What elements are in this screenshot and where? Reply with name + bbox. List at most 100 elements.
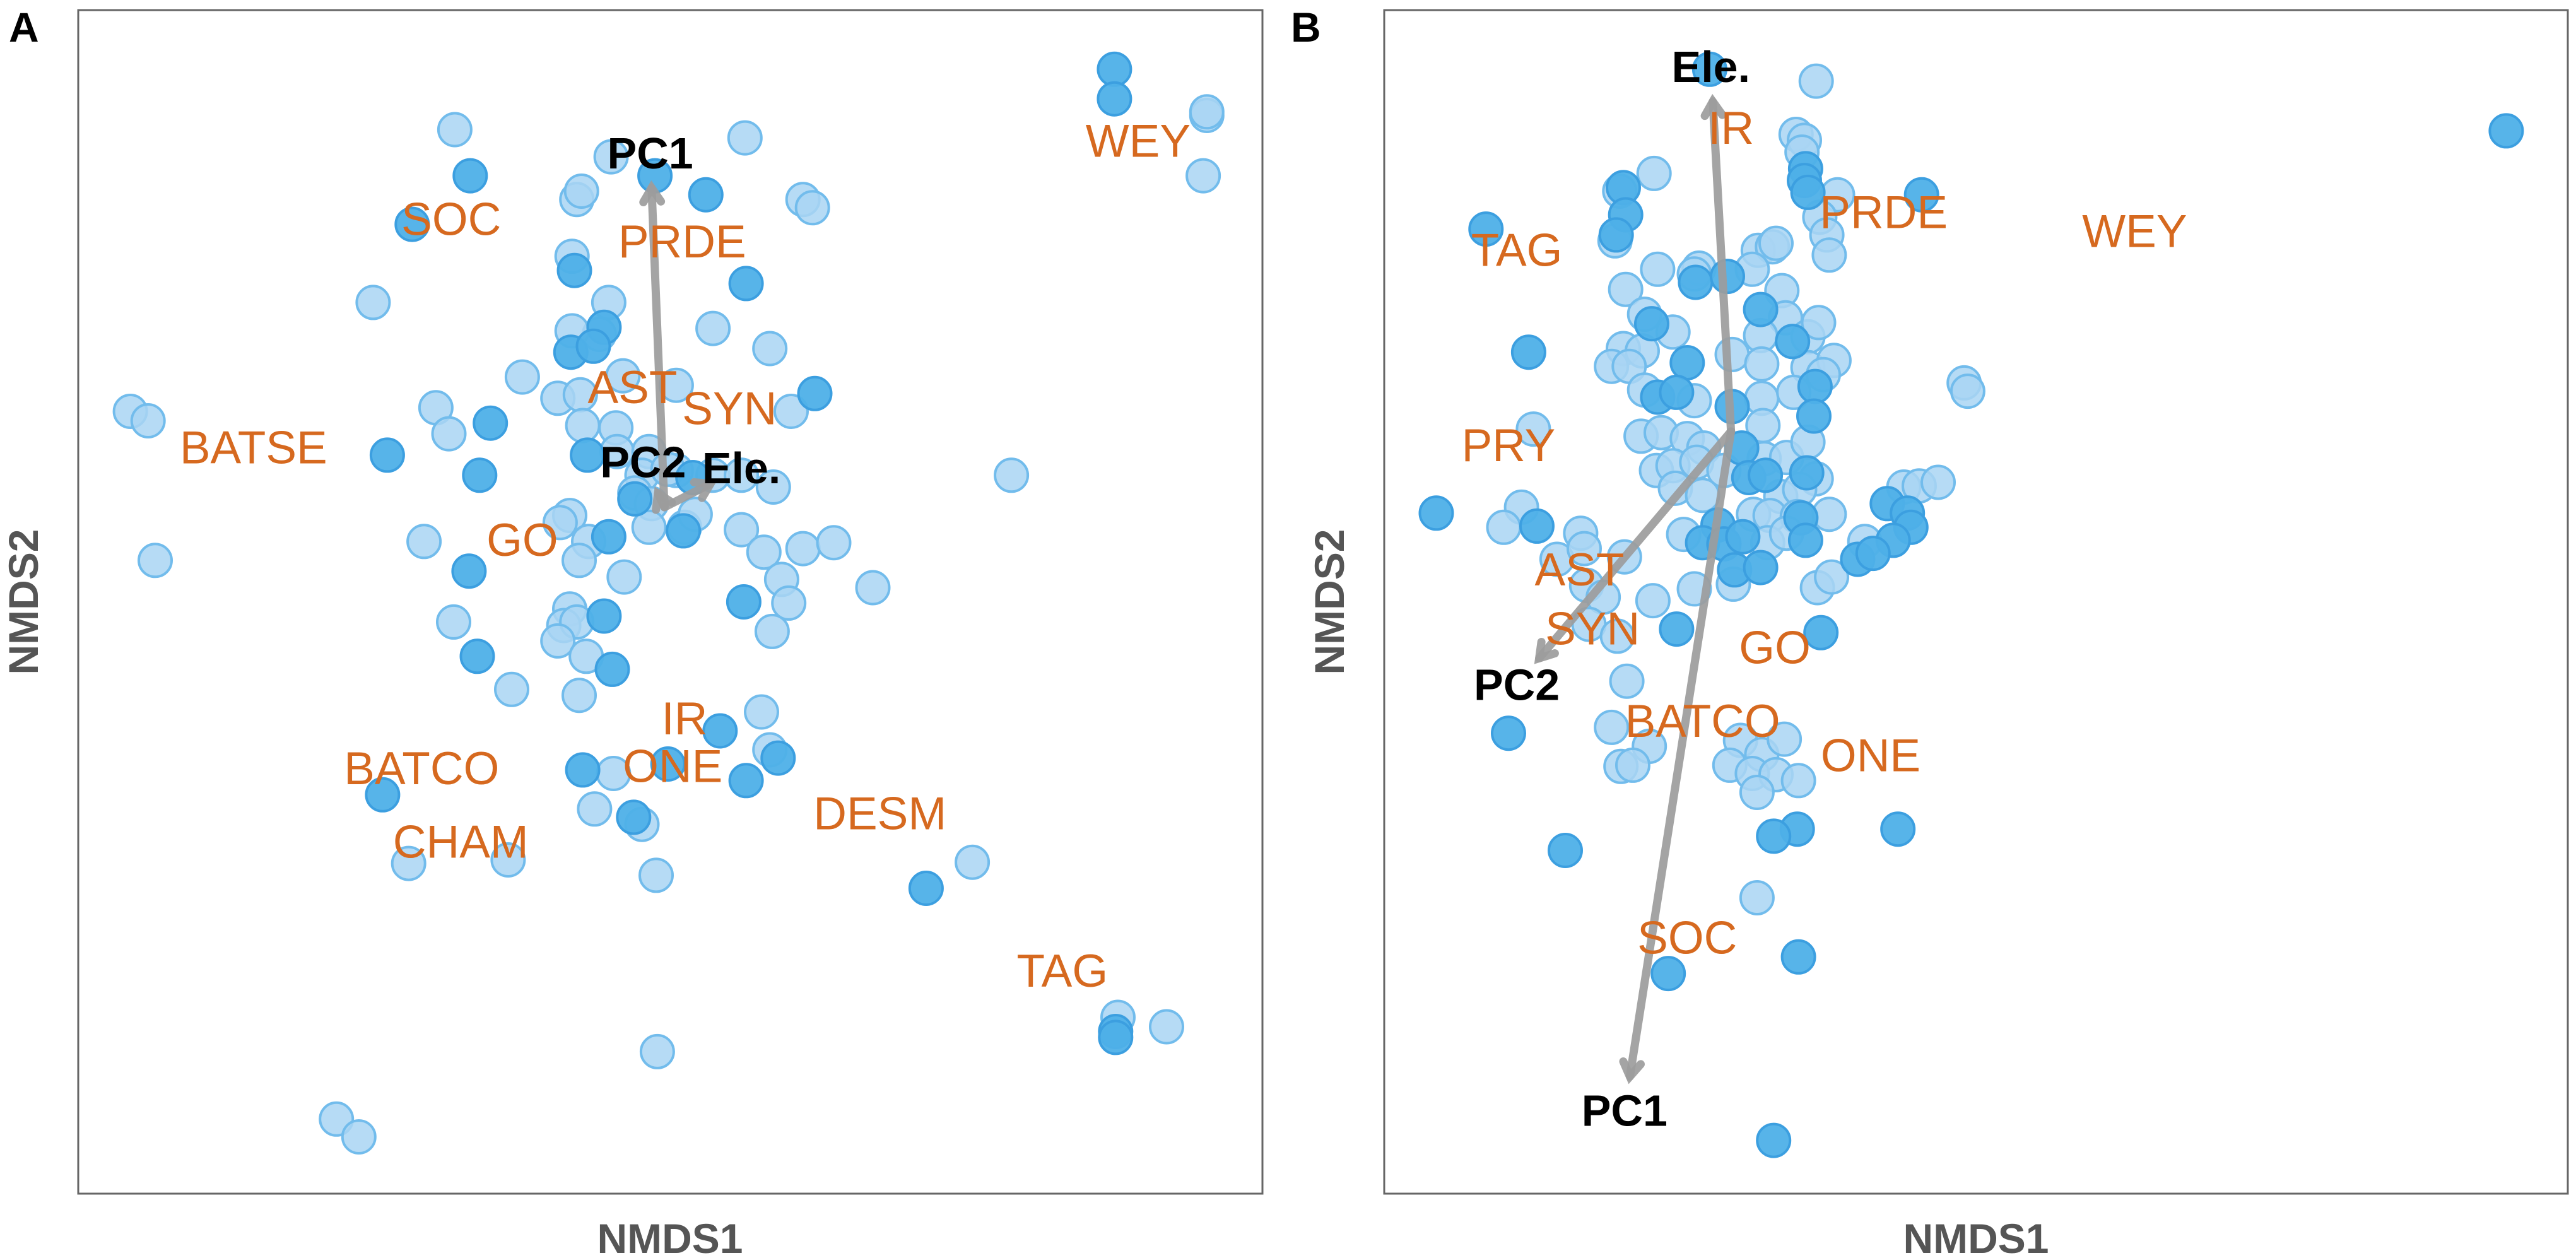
site-point — [1743, 550, 1779, 585]
site-point — [1950, 373, 1985, 409]
species-label: BATCO — [1625, 696, 1780, 747]
panel-a: A PC1 PC2 Ele. WEY SOC PRDE AST SYN BATSE GO IRONE… — [0, 4, 1264, 1258]
species-label: SYN — [682, 384, 777, 435]
y-axis-label-a: NMDS2 — [0, 529, 47, 674]
site-point — [1097, 81, 1132, 117]
species-label: GO — [1739, 623, 1811, 674]
vector-ele — [660, 478, 717, 512]
species-label: IR — [662, 693, 708, 744]
site-point — [1789, 455, 1825, 491]
x-axis-label-b: NMDS1 — [1903, 1215, 2049, 1258]
points-layer-a — [112, 51, 1225, 1155]
species-label: ONE — [623, 741, 722, 792]
vector-label: PC1 — [1582, 1086, 1667, 1136]
species-label: PRY — [1462, 420, 1556, 471]
site-point — [431, 416, 467, 452]
site-point — [1920, 464, 1956, 500]
species-label: BATSE — [180, 423, 327, 474]
site-point — [494, 671, 529, 707]
site-point — [1714, 336, 1750, 372]
species-label: PRDE — [618, 216, 746, 267]
site-point — [955, 844, 991, 880]
vector-pc1 — [1619, 427, 1736, 1085]
site-point — [1855, 536, 1891, 572]
site-point — [563, 173, 599, 209]
site-point — [994, 457, 1030, 493]
site-point — [1787, 522, 1823, 558]
site-point — [726, 584, 762, 620]
site-point — [1486, 509, 1522, 545]
site-point — [744, 694, 779, 730]
site-point — [617, 481, 653, 517]
site-point — [631, 509, 667, 545]
vector-label: Ele. — [1672, 42, 1751, 91]
site-point — [1691, 51, 1727, 87]
site-point — [593, 139, 629, 175]
site-point — [1519, 508, 1555, 544]
species-label: IR — [1708, 103, 1754, 154]
site-point — [459, 638, 495, 674]
site-point — [816, 525, 852, 561]
site-point — [1796, 398, 1832, 434]
site-point — [1880, 811, 1916, 847]
site-point — [752, 331, 788, 367]
site-point — [1801, 305, 1837, 341]
site-point — [565, 408, 601, 444]
site-point — [473, 405, 509, 441]
site-point — [577, 791, 613, 827]
site-point — [1739, 775, 1775, 810]
y-axis-label-b: NMDS2 — [1306, 529, 1353, 674]
vector-label: Ele. — [702, 444, 781, 493]
site-point — [452, 158, 488, 194]
species-label: GO — [486, 515, 558, 566]
species-label: CHAM — [393, 816, 529, 867]
site-point — [1636, 155, 1672, 191]
site-point — [1468, 211, 1504, 247]
species-label: AST — [587, 362, 677, 413]
species-label: SOC — [401, 194, 501, 245]
site-point — [369, 437, 405, 473]
site-point — [728, 763, 764, 799]
site-point — [1756, 818, 1792, 854]
site-point — [341, 1119, 377, 1155]
site-point — [1678, 264, 1714, 300]
species-label: PRDE — [1820, 187, 1948, 238]
site-point — [490, 842, 526, 878]
site-point — [1659, 374, 1695, 410]
site-point — [1790, 174, 1826, 210]
site-point — [1548, 833, 1583, 868]
site-point — [1594, 709, 1630, 745]
species-label: AST — [1535, 544, 1625, 596]
site-point — [591, 519, 626, 555]
site-point — [1767, 721, 1803, 757]
site-point — [406, 524, 442, 560]
site-point — [746, 534, 782, 570]
site-point — [797, 375, 833, 411]
plot-frame-a — [77, 9, 1264, 1195]
site-point — [1097, 51, 1132, 87]
site-point — [1739, 880, 1775, 915]
site-point — [1775, 324, 1811, 360]
site-point — [1615, 747, 1650, 783]
site-point — [1780, 939, 1816, 975]
site-point — [1780, 763, 1816, 799]
site-point — [1599, 618, 1635, 654]
site-point — [727, 120, 763, 156]
site-point — [650, 746, 686, 782]
points-layer-b — [1418, 51, 2524, 1158]
plot-frame-b — [1383, 9, 2569, 1195]
site-point — [1748, 457, 1784, 493]
site-point — [688, 177, 724, 213]
site-point — [1659, 611, 1695, 647]
vector-label: PC2 — [600, 438, 686, 487]
site-point — [575, 328, 611, 364]
site-point — [562, 543, 597, 579]
panel-letter-b: B — [1291, 4, 1321, 50]
site-point — [556, 252, 592, 288]
species-label: TAG — [1016, 946, 1108, 997]
site-point — [586, 598, 622, 634]
species-label: SOC — [1637, 912, 1737, 963]
site-point — [754, 613, 790, 649]
site-point — [1725, 519, 1761, 555]
site-point — [1510, 334, 1546, 370]
